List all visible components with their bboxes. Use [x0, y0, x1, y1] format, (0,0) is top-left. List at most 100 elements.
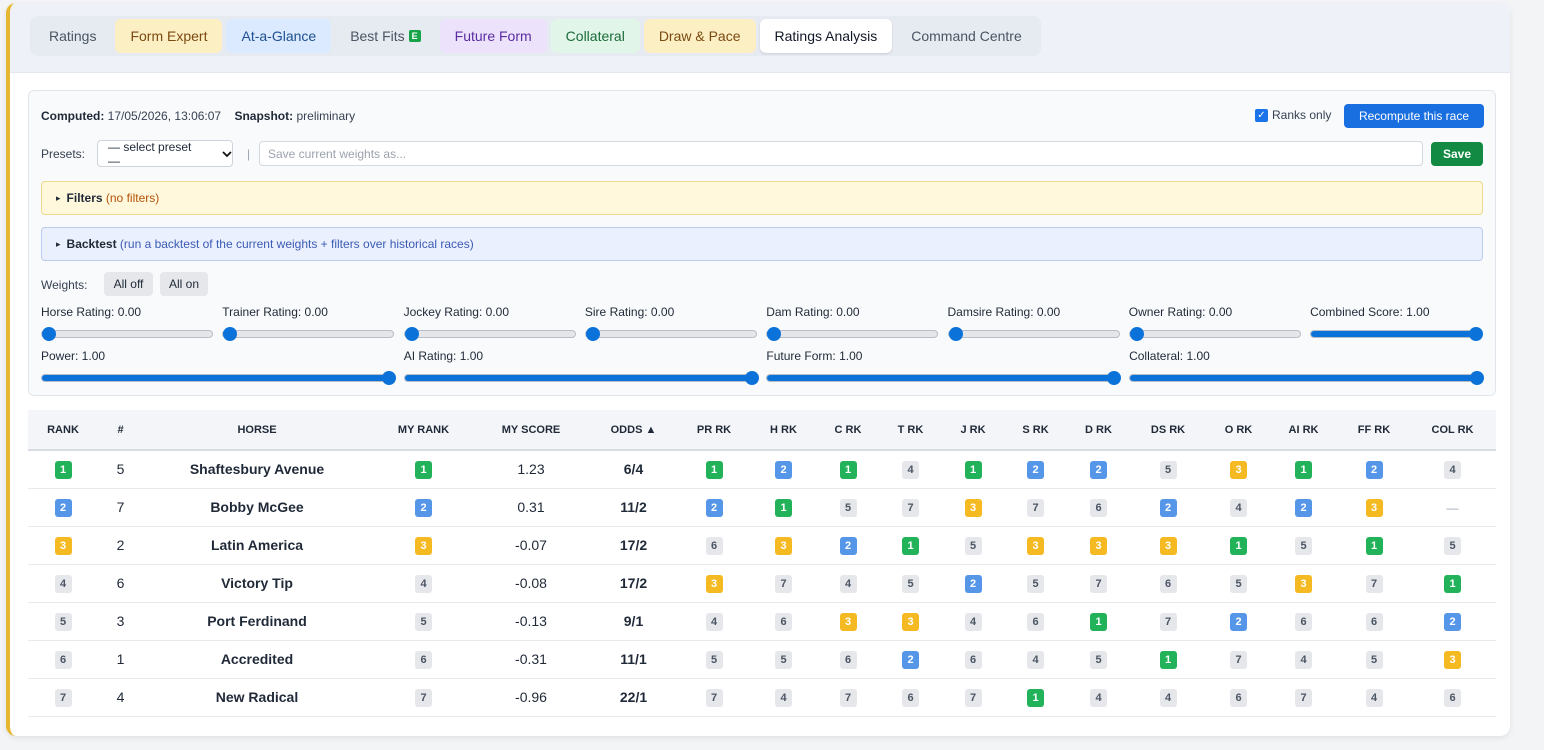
weight-slider[interactable]: Future Form: 1.00 [766, 349, 1122, 385]
slider-thumb[interactable] [404, 327, 419, 341]
backtest-section[interactable]: ▸ Backtest (run a backtest of the curren… [41, 227, 1483, 261]
slider-thumb[interactable] [1107, 371, 1122, 385]
slider-track[interactable] [1128, 327, 1301, 341]
weight-slider[interactable]: Horse Rating: 0.00 [41, 305, 213, 341]
tab-future-form[interactable]: Future Form [439, 19, 547, 53]
slider-track[interactable] [947, 327, 1120, 341]
weight-slider[interactable]: Jockey Rating: 0.00 [403, 305, 576, 341]
weight-slider[interactable]: Collateral: 1.00 [1129, 349, 1485, 385]
tab-form-expert[interactable]: Form Expert [115, 19, 223, 53]
slider-thumb[interactable] [1470, 371, 1485, 385]
runner-number: 5 [116, 461, 125, 478]
rank-column-cell: 7 [681, 678, 747, 716]
rank-badge: 6 [1295, 612, 1312, 631]
rank-column-cell: 4 [820, 564, 876, 602]
slider-track[interactable] [403, 371, 759, 385]
rank-badge: 4 [964, 612, 982, 631]
slider-thumb[interactable] [767, 327, 782, 341]
all-on-button[interactable]: All on [160, 272, 208, 296]
column-header: FF RK [1339, 410, 1409, 451]
slider-track[interactable] [1310, 327, 1484, 341]
recompute-button[interactable]: Recompute this race [1344, 104, 1484, 128]
rank-column-cell: 7 [945, 678, 1001, 716]
column-header: HORSE [143, 410, 371, 451]
save-button[interactable]: Save [1431, 142, 1483, 166]
slider-track[interactable] [41, 371, 396, 385]
rank-column-cell: 2 [1070, 450, 1127, 488]
slider-thumb[interactable] [948, 327, 963, 341]
slider-thumb[interactable] [223, 327, 238, 341]
slider-thumb[interactable] [382, 371, 396, 385]
weight-slider[interactable]: Trainer Rating: 0.00 [222, 305, 395, 341]
slider-thumb[interactable] [1469, 327, 1484, 341]
slider-track[interactable] [1129, 371, 1485, 385]
rank-badge: 3 [415, 536, 432, 555]
rank-column-cell: 7 [820, 678, 876, 716]
table-row[interactable]: 1 5 Shaftesbury Avenue 1 1.23 6/4 1 2 1 4 1 2 2 5 3 1 2 4 [28, 450, 1496, 488]
rank-badge: 4 [839, 574, 857, 593]
my-rank-cell: 1 [371, 450, 476, 488]
tab-best-fits[interactable]: Best Fits E [335, 19, 435, 53]
slider-thumb[interactable] [744, 371, 759, 385]
slider-track[interactable] [403, 327, 576, 341]
table-row[interactable]: 6 1 Accredited 6 -0.31 11/1 5 5 6 2 6 4 5 1 7 4 5 3 [28, 640, 1496, 678]
weight-slider[interactable]: Combined Score: 1.00 [1310, 305, 1484, 341]
weight-slider[interactable]: Owner Rating: 0.00 [1128, 305, 1301, 341]
ranks-only-toggle[interactable]: ✓ Ranks only [1255, 108, 1331, 122]
rank-column-cell: 2 [1209, 602, 1268, 640]
expand-arrow-icon: ▸ [56, 238, 61, 249]
rank-column-cell: 4 [876, 450, 945, 488]
table-row[interactable]: 5 3 Port Ferdinand 5 -0.13 9/1 4 6 3 3 4 6 1 7 2 6 6 2 [28, 602, 1496, 640]
rank-badge: 7 [1230, 650, 1247, 669]
slider-thumb[interactable] [42, 327, 56, 341]
slider-track[interactable] [41, 327, 213, 341]
weight-slider[interactable]: Sire Rating: 0.00 [584, 305, 757, 341]
column-header: J RK [945, 410, 1001, 451]
table-row[interactable]: 3 2 Latin America 3 -0.07 17/2 6 3 2 1 5 3 3 3 1 5 1 5 [28, 526, 1496, 564]
slider-track[interactable] [766, 327, 939, 341]
tab-label: Future Form [454, 28, 532, 44]
tab-draw-pace[interactable]: Draw & Pace [643, 19, 756, 53]
filters-section[interactable]: ▸ Filters (no filters) [41, 181, 1483, 215]
my-rank-cell: 6 [371, 640, 476, 678]
save-weights-input[interactable]: Save current weights as... [259, 141, 1423, 166]
rank-column-cell: 3 [876, 602, 945, 640]
table-row[interactable]: 7 4 New Radical 7 -0.96 22/1 7 4 7 6 7 1 4 4 6 7 4 6 [28, 678, 1496, 716]
tab-at-a-glance[interactable]: At-a-Glance [226, 19, 332, 53]
weight-slider[interactable]: Power: 1.00 [41, 349, 396, 385]
column-header: DS RK [1127, 410, 1209, 451]
column-header[interactable]: ODDS ▲ [586, 410, 681, 451]
slider-track[interactable] [584, 327, 757, 341]
rank-badge: 4 [902, 460, 919, 479]
weight-slider[interactable]: AI Rating: 1.00 [403, 349, 759, 385]
weight-slider[interactable]: Damsire Rating: 0.00 [947, 305, 1120, 341]
slider-thumb[interactable] [1129, 327, 1144, 341]
weight-slider-label: Jockey Rating: 0.00 [403, 305, 509, 319]
rank-badge: 3 [1159, 536, 1177, 555]
tab-command-centre[interactable]: Command Centre [896, 19, 1037, 53]
horse-name: Port Ferdinand [207, 613, 307, 629]
slider-track[interactable] [766, 371, 1122, 385]
rank-badge: 2 [1090, 460, 1107, 479]
tab-collateral[interactable]: Collateral [550, 19, 640, 53]
rank-column-cell: 6 [945, 640, 1001, 678]
rank-column-cell: 4 [1001, 640, 1070, 678]
rank-column-cell: 1 [1268, 450, 1339, 488]
weight-slider[interactable]: Dam Rating: 0.00 [766, 305, 939, 341]
checkbox-checked-icon[interactable]: ✓ [1255, 108, 1268, 122]
slider-track[interactable] [222, 327, 395, 341]
rank-column-cell: 5 [1209, 564, 1268, 602]
all-off-button[interactable]: All off [104, 272, 153, 296]
slider-thumb[interactable] [585, 327, 600, 341]
table-row[interactable]: 2 7 Bobby McGee 2 0.31 11/2 2 1 5 7 3 7 6 2 4 2 3 — [28, 488, 1496, 526]
table-row[interactable]: 4 6 Victory Tip 4 -0.08 17/2 3 7 4 5 2 5 7 6 5 3 7 1 [28, 564, 1496, 602]
horse-cell: New Radical [143, 678, 371, 716]
preset-select[interactable]: — select preset — [97, 140, 233, 168]
rank-badge: 7 [415, 688, 432, 707]
tab-ratings[interactable]: Ratings [34, 19, 111, 53]
rank-column-cell: 1 [1409, 564, 1496, 602]
rank-cell: 2 [28, 488, 98, 526]
rank-column-cell: 3 [1001, 526, 1070, 564]
tab-ratings-analysis[interactable]: Ratings Analysis [759, 19, 893, 53]
column-header: COL RK [1409, 410, 1496, 451]
